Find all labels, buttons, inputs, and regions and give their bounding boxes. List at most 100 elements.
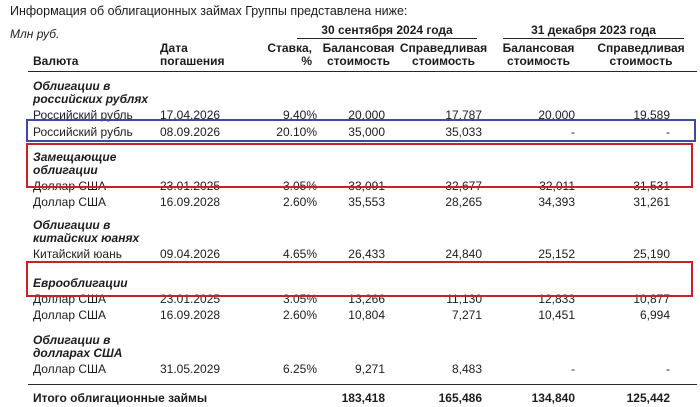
col-header-book-2023: Балансовая стоимость — [492, 39, 586, 72]
table-row: Китайский юань 09.04.2026 4.65% 26,433 2… — [28, 246, 697, 262]
period-header-row: 30 сентября 2024 года 31 декабря 2023 го… — [28, 24, 697, 39]
cell-currency: Доллар США — [33, 292, 107, 306]
cell-rate: 2.60% — [282, 195, 317, 209]
cell-fair-2024: 17,787 — [445, 108, 483, 122]
bond-loans-table: 30 сентября 2024 года 31 декабря 2023 го… — [28, 24, 698, 407]
cell-fair-2024: 28,265 — [445, 195, 483, 209]
table-row: Доллар США 31.05.2029 6.25% 9,271 8,483 … — [28, 361, 697, 377]
cell-fair-2023: 19,589 — [633, 108, 671, 122]
total-row: Итого облигационные займы 183,418 165,48… — [28, 383, 698, 407]
total-fair-2024: 165,486 — [395, 383, 493, 407]
cell-fair-2024: 7,271 — [451, 308, 483, 322]
cell-book-2024: 35,000 — [348, 125, 385, 139]
cell-maturity: 16.09.2028 — [160, 195, 221, 209]
cell-fair-2024: 11,130 — [446, 292, 483, 306]
cell-book-2023: 32,011 — [539, 179, 576, 193]
cell-fair-2023: 25,190 — [633, 247, 671, 261]
cell-fair-2024: 24,840 — [445, 247, 483, 261]
cell-maturity: 09.04.2026 — [160, 247, 221, 261]
cell-maturity: 23.01.2025 — [160, 179, 221, 193]
period-2023-header: 31 декабря 2023 года — [492, 24, 697, 39]
section-usd-bonds: Облигации в долларах США — [28, 323, 697, 361]
cell-fair-2023: - — [666, 362, 671, 376]
cell-fair-2023: 31,261 — [633, 195, 671, 209]
table-row-highlighted-red: Доллар США 23.01.2025 3.05% 33,091 32,67… — [28, 178, 697, 194]
cell-rate: 6.25% — [282, 362, 317, 376]
cell-maturity: 31.05.2029 — [160, 362, 221, 376]
section-label: Облигации в долларах США — [33, 333, 123, 360]
cell-fair-2023: 31,531 — [633, 179, 671, 193]
col-header-currency: Валюта — [28, 39, 156, 72]
total-book-2023: 134,840 — [492, 383, 586, 407]
cell-fair-2024: 32,677 — [445, 179, 483, 193]
section-label: Замещающие облигации — [33, 150, 117, 177]
cell-book-2023: - — [571, 125, 576, 139]
cell-rate: 3.05% — [282, 179, 317, 193]
cell-currency: Доллар США — [33, 179, 107, 193]
units-label: Млн руб. — [10, 27, 60, 41]
cell-rate: 20.10% — [276, 125, 317, 139]
period-2024-header: 30 сентября 2024 года — [297, 24, 492, 39]
table-row: Доллар США 16.09.2028 2.60% 35,553 28,26… — [28, 194, 697, 210]
section-label: Облигации в китайских юанях — [33, 218, 140, 245]
cell-rate: 2.60% — [282, 308, 317, 322]
cell-fair-2023: 6,994 — [639, 308, 671, 322]
col-header-rate: Ставка, % — [238, 39, 322, 72]
total-book-2024: 183,418 — [322, 383, 395, 407]
cell-book-2024: 26,433 — [348, 247, 385, 261]
cell-maturity: 17.04.2026 — [160, 108, 221, 122]
cell-fair-2024: 8,483 — [451, 362, 483, 376]
section-yuan-bonds: Облигации в китайских юанях — [28, 210, 697, 246]
cell-book-2024: 13,266 — [348, 292, 385, 306]
cell-currency: Доллар США — [33, 308, 107, 322]
total-fair-2023: 125,442 — [585, 383, 698, 407]
empty-cell — [156, 24, 238, 39]
cell-book-2024: 20,000 — [348, 108, 385, 122]
cell-maturity: 08.09.2026 — [160, 125, 221, 139]
col-header-fair-2024: Справедливая стоимость — [395, 39, 493, 72]
section-substitute-bonds: Замещающие облигации — [28, 141, 697, 178]
table-row-highlighted-red: Доллар США 23.01.2025 3.05% 13,266 11,13… — [28, 291, 697, 307]
section-label: Облигации в российских рублях — [33, 79, 149, 106]
cell-maturity: 23.01.2025 — [160, 292, 221, 306]
empty-cell — [28, 24, 156, 39]
cell-fair-2023: - — [666, 125, 671, 139]
cell-maturity: 16.09.2028 — [160, 308, 221, 322]
cell-book-2023: 10,451 — [538, 308, 576, 322]
cell-book-2024: 35,553 — [348, 195, 385, 209]
col-header-book-2024: Балансовая стоимость — [322, 39, 395, 72]
cell-book-2023: 34,393 — [538, 195, 576, 209]
cell-book-2023: 25,152 — [538, 247, 576, 261]
cell-currency: Российский рубль — [33, 108, 133, 122]
col-header-maturity: Дата погашения — [156, 39, 238, 72]
cell-book-2023: 20,000 — [538, 108, 576, 122]
table-row: Российский рубль 17.04.2026 9.40% 20,000… — [28, 107, 697, 123]
cell-rate: 9.40% — [282, 108, 317, 122]
cell-currency: Доллар США — [33, 195, 107, 209]
cell-rate: 4.65% — [282, 247, 317, 261]
column-header-row: Валюта Дата погашения Ставка, % Балансов… — [28, 39, 698, 72]
cell-currency: Доллар США — [33, 362, 107, 376]
section-label: Еврооблигации — [33, 276, 128, 290]
cell-currency: Китайский юань — [33, 247, 122, 261]
cell-book-2024: 9,271 — [354, 362, 385, 376]
cell-fair-2024: 35,033 — [445, 125, 483, 139]
period-2023-label: 31 декабря 2023 года — [503, 24, 685, 39]
cell-currency: Российский рубль — [33, 125, 133, 139]
section-eurobonds: Еврооблигации — [28, 262, 697, 291]
table-row-highlighted-blue: Российский рубль 08.09.2026 20.10% 35,00… — [28, 123, 697, 141]
table-row: Доллар США 16.09.2028 2.60% 10,804 7,271… — [28, 307, 697, 323]
cell-book-2024: 33,091 — [348, 179, 385, 193]
period-2024-label: 30 сентября 2024 года — [297, 24, 478, 39]
section-ruble-bonds: Облигации в российских рублях — [28, 71, 697, 107]
cell-book-2023: - — [571, 362, 576, 376]
total-label: Итого облигационные займы — [28, 383, 322, 407]
col-header-fair-2023: Справедливая стоимость — [585, 39, 698, 72]
cell-book-2023: 12,833 — [538, 292, 576, 306]
cell-fair-2023: 10,877 — [633, 292, 671, 306]
cell-rate: 3.05% — [282, 292, 317, 306]
cell-book-2024: 10,804 — [348, 308, 385, 322]
page-title: Информация об облигационных займах Групп… — [10, 4, 408, 18]
spacer-row — [28, 377, 697, 384]
